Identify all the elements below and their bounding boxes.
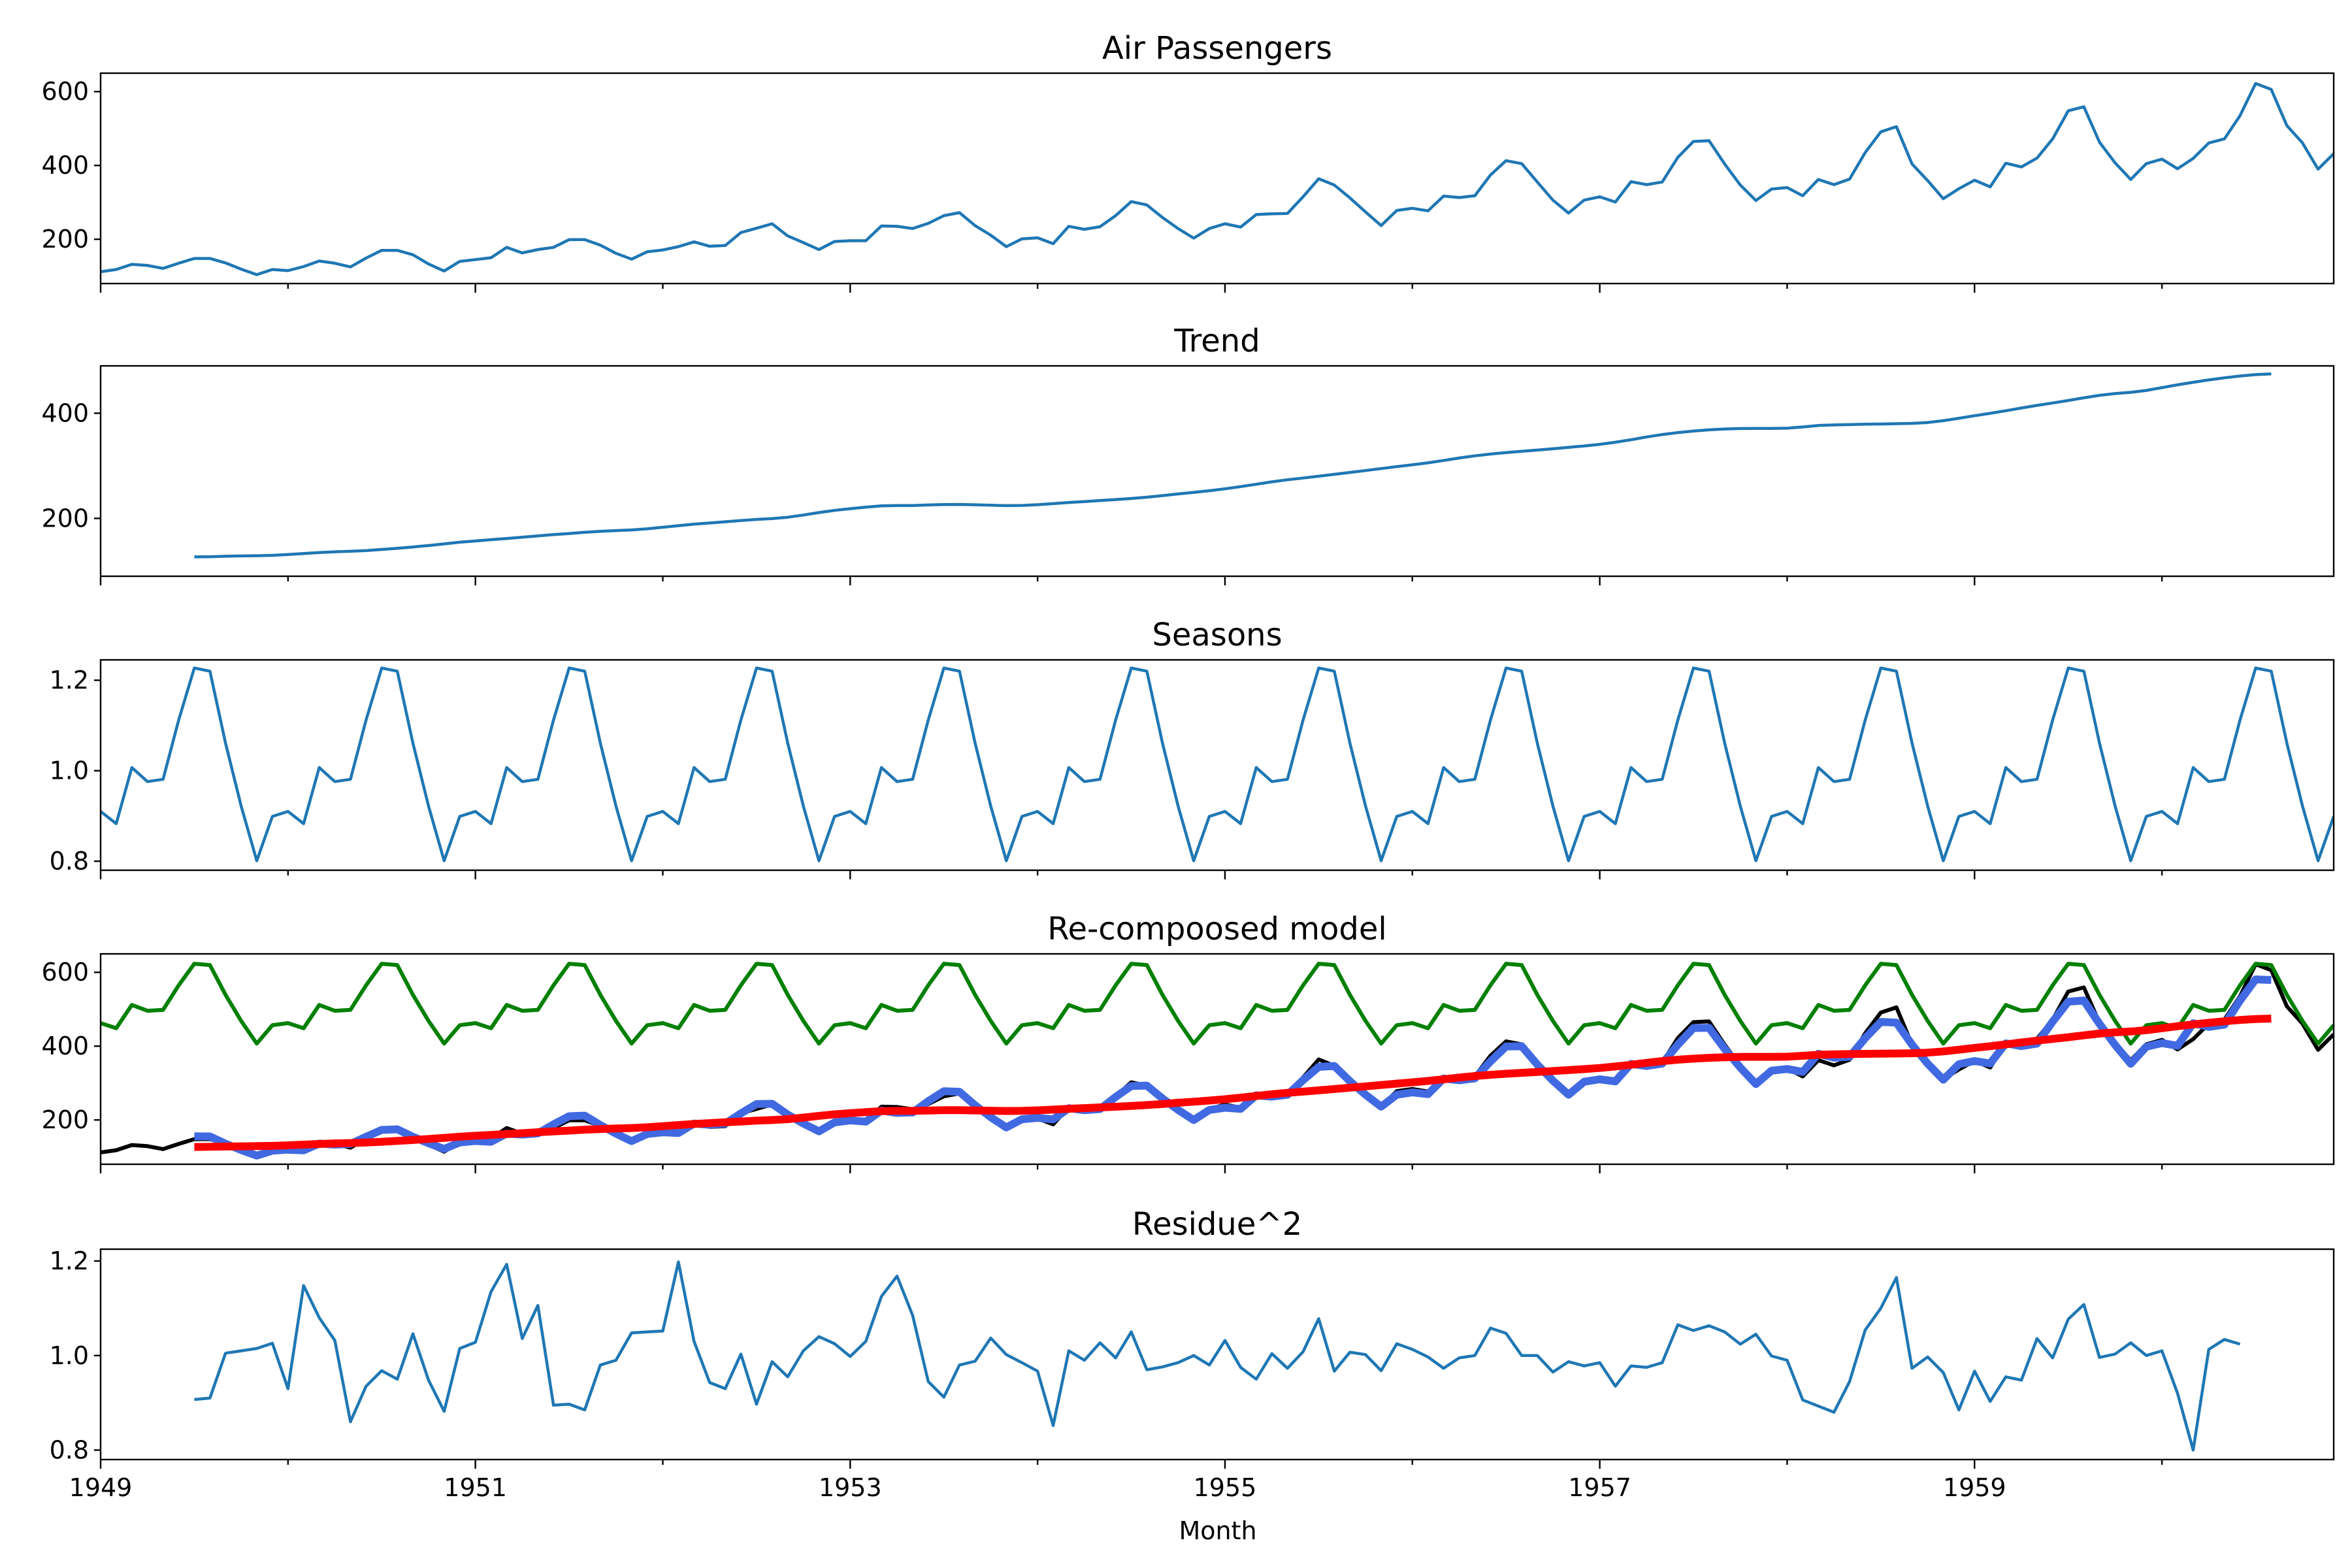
y-tick-label: 1.0: [50, 757, 89, 785]
panel-title: Re-compoosed model: [1047, 911, 1387, 947]
panel-title: Trend: [1173, 323, 1260, 359]
y-tick-label: 600: [41, 77, 89, 106]
y-tick-label: 200: [41, 1105, 89, 1134]
axes-frame: [99, 72, 2335, 285]
x-tick-label: 1953: [819, 1473, 882, 1502]
x-tick-label: 1951: [444, 1473, 507, 1502]
y-tick-label: 600: [41, 958, 89, 987]
x-axis-label: Month: [1179, 1516, 1256, 1545]
y-tick-label: 1.2: [50, 1247, 89, 1275]
plot-area: [101, 82, 2334, 276]
axes-frame: [99, 659, 2335, 872]
plot-area: [194, 1260, 2241, 1452]
plot-area: [101, 666, 2334, 862]
axes-frame: [99, 1248, 2335, 1461]
panel-title: Air Passengers: [1102, 30, 1332, 67]
axes-frame: [99, 365, 2335, 578]
season-scaled-line: [101, 962, 2334, 1046]
y-tick-label: 200: [41, 504, 89, 532]
panel-title: Seasons: [1152, 617, 1282, 653]
series-line: [101, 82, 2334, 276]
panel-title: Residue^2: [1132, 1206, 1302, 1243]
y-tick-label: 0.8: [50, 1436, 89, 1465]
x-tick-label: 1957: [1568, 1473, 1631, 1502]
axes-frame: [99, 953, 2335, 1166]
y-tick-label: 400: [41, 1032, 89, 1060]
y-tick-label: 400: [41, 151, 89, 180]
x-tick-label: 1959: [1943, 1473, 2006, 1502]
panel-3: Seasons 0.8 1.0 1.2: [50, 617, 2335, 879]
y-tick-label: 1.0: [50, 1341, 89, 1370]
panel-4: Re-compoosed model 200 400 600: [41, 911, 2335, 1173]
panel-2: Trend 200 400: [41, 323, 2335, 585]
trend-line: [194, 1015, 2272, 1151]
observed-line: [101, 962, 2334, 1158]
panel-5: Residue^2 0.8 1.0 1.2 1949 1951 1953 1955 1957 19…: [50, 1206, 2335, 1502]
plot-area: [194, 372, 2272, 559]
x-tick-label: 1949: [69, 1473, 133, 1502]
series-line: [194, 1260, 2241, 1452]
y-tick-label: 200: [41, 225, 89, 253]
y-tick-label: 1.2: [50, 666, 89, 694]
series-line: [194, 372, 2272, 559]
panel-1: Air Passengers 200 400 600: [41, 30, 2335, 293]
series-line: [101, 666, 2334, 862]
x-tick-label: 1955: [1194, 1473, 1257, 1502]
plot-area: [101, 962, 2334, 1160]
y-tick-label: 400: [41, 399, 89, 427]
y-tick-label: 0.8: [50, 847, 89, 875]
